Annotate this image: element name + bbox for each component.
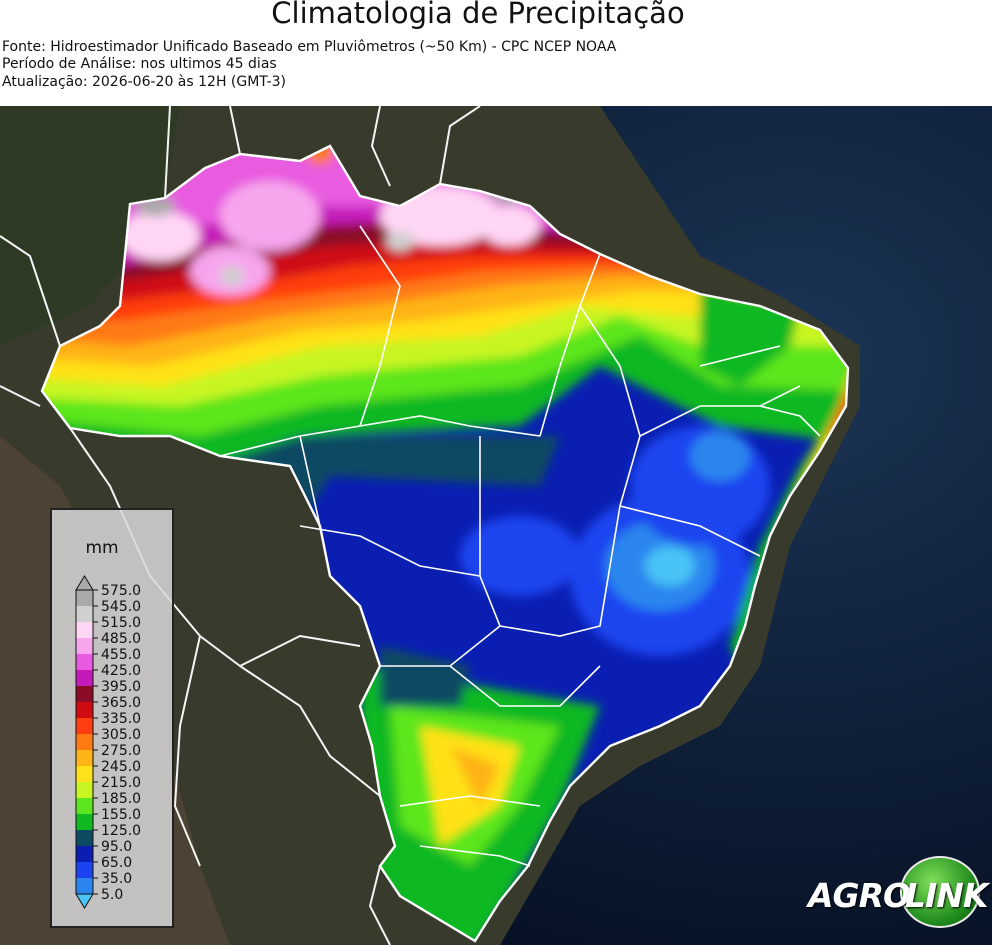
precipitation-map — [0, 106, 992, 945]
legend-swatch — [76, 846, 93, 863]
legend-swatch — [76, 830, 93, 847]
legend-tick-label: 335.0 — [101, 711, 141, 727]
legend-swatch — [76, 766, 93, 783]
agrolink-logo: AGRO LINK — [808, 854, 988, 932]
source-line: Fonte: Hidroestimador Unificado Baseado … — [2, 39, 617, 55]
update-line: Atualização: 2026-06-20 às 12H (GMT-3) — [2, 74, 286, 90]
header: Climatologia de Precipitação Fonte: Hidr… — [0, 0, 992, 106]
legend-tick-label: 455.0 — [101, 647, 141, 663]
legend-swatch — [76, 718, 93, 735]
legend-tick-label: 365.0 — [101, 695, 141, 711]
legend-tick-label: 485.0 — [101, 631, 141, 647]
legend-tick-label: 305.0 — [101, 727, 141, 743]
legend-swatch — [76, 734, 93, 751]
legend-swatch — [76, 638, 93, 655]
legend-arrow-top — [75, 575, 94, 591]
legend-tick-label: 515.0 — [101, 615, 141, 631]
legend-tick-label: 425.0 — [101, 663, 141, 679]
map-title: Climatologia de Precipitação — [271, 0, 685, 30]
legend-swatch — [76, 606, 93, 623]
logo-text-link: LINK — [905, 876, 988, 915]
legend-frame — [75, 589, 94, 895]
color-legend: mm 575.0 545.0 515.0 485.0 455.0 425.0 395.0 36… — [50, 508, 174, 928]
legend-swatch — [76, 702, 93, 719]
legend-tick-label: 395.0 — [101, 679, 141, 695]
legend-swatch — [76, 590, 93, 607]
legend-colorbar: 575.0545.0515.0485.0455.0425.0395.0365.0… — [75, 575, 141, 909]
legend-swatch — [76, 750, 93, 767]
legend-tick-label: 5.0 — [101, 887, 123, 903]
legend-tick-label: 65.0 — [101, 855, 132, 871]
legend-tick-label: 125.0 — [101, 823, 141, 839]
logo-text-agro: AGRO — [808, 876, 911, 915]
legend-swatch — [76, 654, 93, 671]
map-canvas — [0, 106, 992, 945]
country-borders — [0, 106, 481, 945]
legend-swatch — [76, 670, 93, 687]
legend-tick-label: 275.0 — [101, 743, 141, 759]
legend-tick-label: 95.0 — [101, 839, 132, 855]
legend-tick-label: 245.0 — [101, 759, 141, 775]
legend-swatch — [76, 798, 93, 815]
legend-unit: mm — [85, 538, 119, 558]
legend-swatch — [76, 782, 93, 799]
legend-tick-label: 35.0 — [101, 871, 132, 887]
legend-swatch — [76, 814, 93, 831]
legend-swatch — [76, 622, 93, 639]
legend-arrow-bottom — [75, 893, 94, 909]
legend-tick-label: 155.0 — [101, 807, 141, 823]
legend-swatch — [76, 686, 93, 703]
legend-tick-label: 545.0 — [101, 599, 141, 615]
legend-swatch — [76, 862, 93, 879]
legend-swatch — [76, 878, 93, 895]
legend-tick-label: 215.0 — [101, 775, 141, 791]
legend-tick-label: 185.0 — [101, 791, 141, 807]
logo-circle-icon — [900, 856, 980, 928]
state-borders — [40, 144, 850, 943]
legend-tick-label: 575.0 — [101, 583, 141, 599]
period-line: Período de Análise: nos ultimos 45 dias — [2, 56, 277, 72]
